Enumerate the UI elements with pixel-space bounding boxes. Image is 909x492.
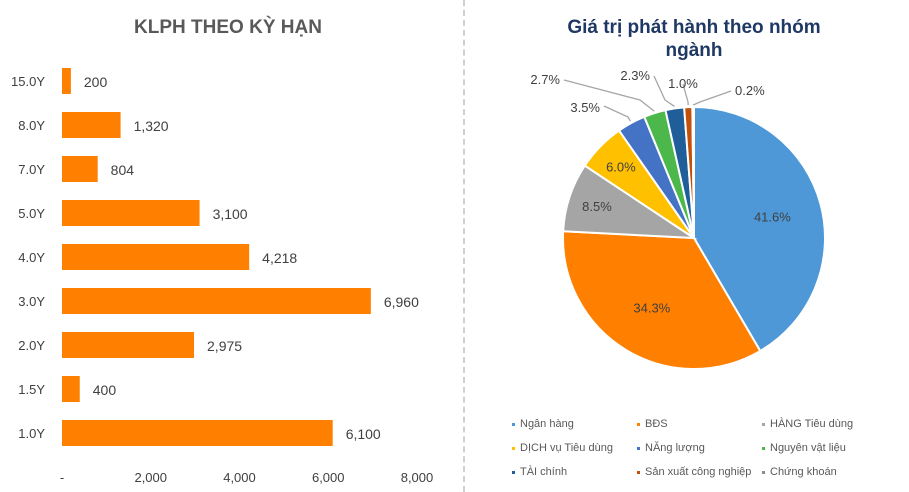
bar (62, 68, 71, 94)
legend-marker (637, 470, 640, 474)
x-tick-label: 2,000 (134, 470, 167, 485)
legend-item: BĐS (637, 418, 668, 430)
data-label: 3.5% (570, 100, 600, 115)
x-tick-label: - (60, 470, 64, 485)
category-label: 7.0Y (18, 162, 45, 177)
data-label: 34.3% (633, 300, 670, 315)
bar (62, 112, 121, 138)
bar (62, 420, 333, 446)
legend-item: TÀI chính (512, 466, 567, 478)
bar (62, 376, 80, 402)
legend-label: Sản xuất công nghiệp (645, 466, 752, 478)
data-label: 1,320 (134, 118, 169, 134)
chart-title: KLPH THEO KỲ HẠN (134, 16, 322, 38)
leader-line (653, 75, 675, 107)
legend-marker (637, 422, 640, 426)
category-label: 3.0Y (18, 294, 45, 309)
pie-slice (693, 105, 826, 353)
legend-label: DỊCH vụ Tiêu dùng (520, 442, 613, 454)
legend-item: HÀNG Tiêu dùng (762, 418, 853, 430)
x-tick-label: 8,000 (401, 470, 434, 485)
legend-item: Sản xuất công nghiệp (637, 466, 751, 478)
data-label: 6.0% (606, 160, 636, 175)
data-label: 804 (111, 162, 135, 178)
bar (62, 288, 371, 314)
legend-label: BĐS (645, 418, 668, 430)
data-label: 2.3% (620, 68, 650, 83)
legend-item: Chứng khoán (762, 466, 837, 478)
category-label: 1.0Y (18, 426, 45, 441)
leader-line (603, 105, 631, 122)
category-label: 4.0Y (18, 250, 45, 265)
pie-slice (691, 105, 695, 239)
x-tick-label: 4,000 (223, 470, 256, 485)
legend-marker (762, 470, 765, 474)
bar (62, 332, 195, 358)
data-label: 1.0% (668, 76, 698, 91)
bar-chart: KLPH THEO KỲ HẠN 15.0Y 200 8.0Y 1,320 7.0Y 804… (11, 16, 434, 485)
divider (463, 0, 465, 492)
data-label: 41.6% (754, 210, 791, 225)
legend-marker (512, 446, 515, 450)
category-label: 2.0Y (18, 338, 45, 353)
category-label: 15.0Y (11, 74, 45, 89)
legend-label: HÀNG Tiêu dùng (770, 418, 854, 430)
category-label: 8.0Y (18, 118, 45, 133)
bar (62, 244, 250, 270)
bar (62, 156, 98, 182)
pie-slice (562, 230, 762, 370)
legend-marker (637, 446, 640, 450)
chart-title-line1: Giá trị phát hành theo nhóm (567, 17, 820, 38)
data-label: 6,960 (384, 294, 419, 310)
data-label: 8.5% (582, 199, 612, 214)
legend-item: DỊCH vụ Tiêu dùng (512, 442, 613, 454)
data-label: 400 (93, 382, 117, 398)
data-label: 6,100 (346, 426, 381, 442)
x-tick-label: 6,000 (312, 470, 345, 485)
legend-marker (512, 422, 515, 426)
legend-label: NĂng lượng (645, 442, 705, 454)
bar (62, 200, 200, 226)
legend-marker (762, 422, 765, 426)
data-label: 4,218 (262, 250, 297, 266)
data-label: 2.7% (530, 72, 560, 87)
legend-label: Nguyên vật liệu (770, 442, 846, 454)
data-label: 0.2% (735, 83, 765, 98)
data-label: 2,975 (207, 338, 242, 354)
category-label: 5.0Y (18, 206, 45, 221)
leader-line (692, 90, 732, 106)
data-label: 3,100 (213, 206, 248, 222)
leader-line (682, 83, 689, 106)
legend-item: NĂng lượng (637, 442, 705, 454)
chart-title-line2: ngành (666, 40, 723, 61)
legend-item: Ngân hàng (512, 418, 574, 430)
legend-marker (512, 470, 515, 474)
category-label: 1.5Y (18, 382, 45, 397)
legend-label: Chứng khoán (770, 466, 837, 478)
data-label: 200 (84, 74, 108, 90)
legend-marker (762, 446, 765, 450)
legend-item: Nguyên vật liệu (762, 442, 846, 454)
legend-label: Ngân hàng (520, 418, 574, 430)
legend-label: TÀI chính (520, 466, 568, 478)
leader-line (563, 79, 655, 112)
